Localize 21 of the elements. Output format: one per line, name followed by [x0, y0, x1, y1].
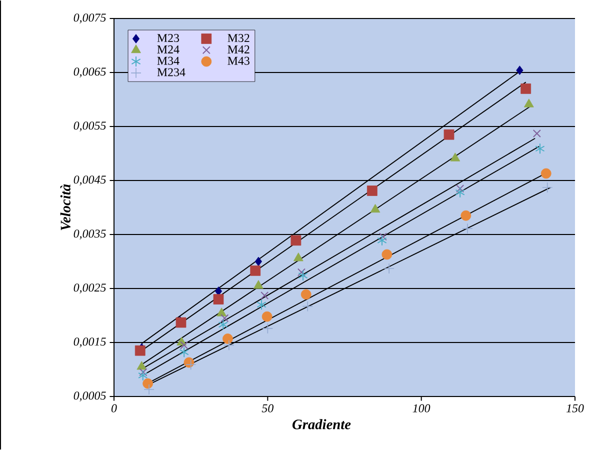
x-tick-label: 0 — [111, 404, 117, 412]
legend-label: M23 — [157, 34, 180, 42]
y-tick-label: 0,0065 — [74, 68, 106, 78]
y-axis-title: Velocità — [60, 184, 71, 230]
x-tick-label: 100 — [412, 404, 430, 412]
legend-label: M234 — [157, 68, 186, 76]
x-tick-label: 150 — [566, 404, 584, 412]
x-axis-title: Gradiente — [292, 419, 351, 430]
legend-label: M43 — [228, 56, 250, 65]
legend-label: M34 — [157, 56, 180, 65]
legend-label: M24 — [157, 45, 180, 54]
y-tick-label: 0,0075 — [74, 14, 106, 24]
y-tick-label: 0,0005 — [74, 392, 106, 402]
x-tick-label: 50 — [262, 404, 274, 412]
y-tick-label: 0,0025 — [74, 284, 106, 294]
y-tick-label: 0,0055 — [74, 122, 106, 132]
legend-label: M32 — [228, 34, 250, 42]
y-tick-label: 0,0035 — [74, 230, 106, 240]
y-tick-label: 0,0015 — [74, 338, 106, 348]
y-tick-label: 0,0045 — [74, 176, 106, 186]
legend-label: M42 — [228, 45, 250, 54]
